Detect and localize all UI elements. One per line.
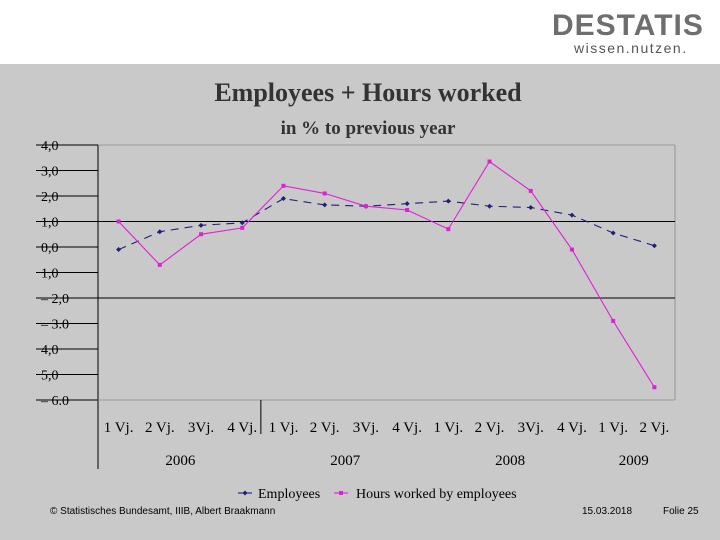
- legend-marker: [339, 491, 343, 495]
- data-point: [569, 247, 574, 252]
- y-tick-label: 4,0: [41, 139, 59, 154]
- data-point: [363, 204, 368, 209]
- y-tick-label: 2,0: [41, 190, 59, 205]
- destatis-logo: DESTATIS: [552, 9, 704, 42]
- x-tick-label: 1 Vj.: [433, 420, 463, 436]
- data-point: [281, 183, 286, 188]
- x-tick-label: 1 Vj.: [269, 420, 299, 436]
- y-tick-label: 1,0: [41, 216, 59, 231]
- data-point: [528, 188, 533, 193]
- legend-label: Employees: [258, 487, 320, 502]
- data-point: [487, 203, 493, 209]
- data-point: [610, 230, 616, 236]
- y-tick-label: 0,0: [41, 241, 59, 256]
- data-point: [322, 191, 327, 196]
- data-point: [322, 202, 328, 208]
- slide-area: Employees + Hours worked in % to previous…: [0, 64, 720, 540]
- year-label: 2007: [330, 453, 361, 469]
- data-point: [198, 222, 204, 228]
- x-tick-label: 2 Vj.: [475, 420, 505, 436]
- data-point: [611, 318, 616, 323]
- legend-label: Hours worked by employees: [356, 487, 517, 502]
- data-point: [239, 220, 245, 226]
- data-point: [652, 385, 657, 390]
- x-tick-label: 3Vj.: [188, 420, 214, 436]
- x-tick-label: 1 Vj.: [598, 420, 628, 436]
- x-tick-label: 4 Vj.: [227, 420, 257, 436]
- data-point: [445, 198, 451, 204]
- y-tick-label: 5,0: [41, 369, 59, 384]
- year-label: 2009: [619, 453, 649, 469]
- y-tick-label: 3,0: [41, 165, 59, 180]
- data-point: [280, 196, 286, 202]
- chart-title: Employees + Hours worked: [214, 78, 522, 107]
- data-point: [199, 232, 204, 237]
- y-tick-label: – 6.0: [40, 394, 69, 409]
- logo-tagline: wissen.nutzen.: [574, 40, 688, 56]
- y-tick-label: 1,0: [41, 267, 59, 282]
- series-line-0: [118, 198, 655, 251]
- x-tick-label: 2 Vj.: [640, 420, 670, 436]
- header: DESTATIS wissen.nutzen.: [0, 0, 720, 64]
- x-tick-label: 3Vj.: [518, 420, 544, 436]
- data-point: [528, 204, 534, 210]
- x-tick-label: 2 Vj.: [310, 420, 340, 436]
- data-point: [157, 229, 163, 235]
- y-tick-label: – 2,0: [40, 292, 69, 307]
- data-point: [116, 247, 122, 253]
- data-point: [446, 227, 451, 232]
- year-label: 2006: [165, 453, 196, 469]
- slide-number: Folie 25: [663, 506, 699, 517]
- x-tick-label: 4 Vj.: [557, 420, 587, 436]
- data-point: [405, 208, 410, 213]
- series-line-1: [118, 160, 655, 388]
- copyright-text: © Statistisches Bundesamt, IIIB, Albert …: [50, 506, 276, 517]
- x-tick-label: 3Vj.: [353, 420, 379, 436]
- x-tick-label: 4 Vj.: [392, 420, 422, 436]
- legend-marker: [242, 490, 248, 496]
- chart-subtitle: in % to previous year: [281, 118, 456, 139]
- data-point: [240, 225, 245, 230]
- x-tick-label: 1 Vj.: [104, 420, 134, 436]
- line-chart: Employees + Hours worked in % to previous…: [36, 78, 676, 502]
- data-point: [116, 219, 121, 224]
- data-point: [157, 262, 162, 267]
- data-point: [569, 212, 575, 218]
- data-point: [404, 201, 410, 207]
- data-point: [651, 243, 657, 249]
- data-point: [487, 159, 492, 164]
- y-tick-label: – 3.0: [40, 318, 69, 333]
- x-tick-label: 2 Vj.: [145, 420, 175, 436]
- slide-date: 15.03.2018: [582, 506, 633, 517]
- year-label: 2008: [495, 453, 525, 469]
- y-tick-label: 4,0: [41, 343, 59, 358]
